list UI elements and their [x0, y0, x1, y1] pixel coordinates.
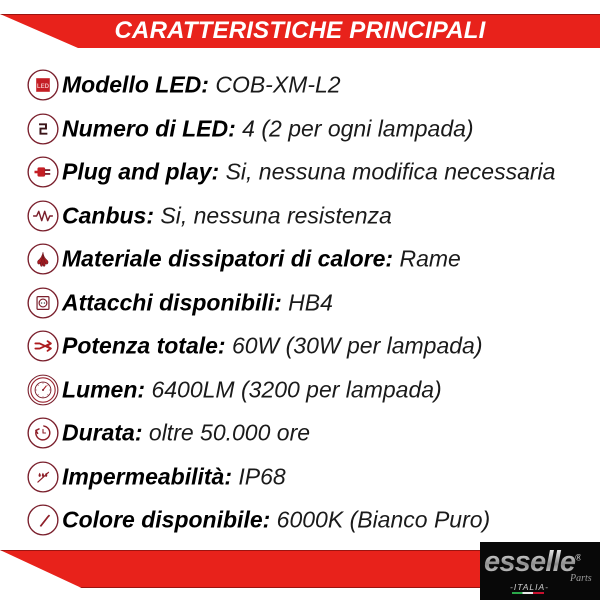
svg-text:LED: LED: [37, 83, 50, 90]
